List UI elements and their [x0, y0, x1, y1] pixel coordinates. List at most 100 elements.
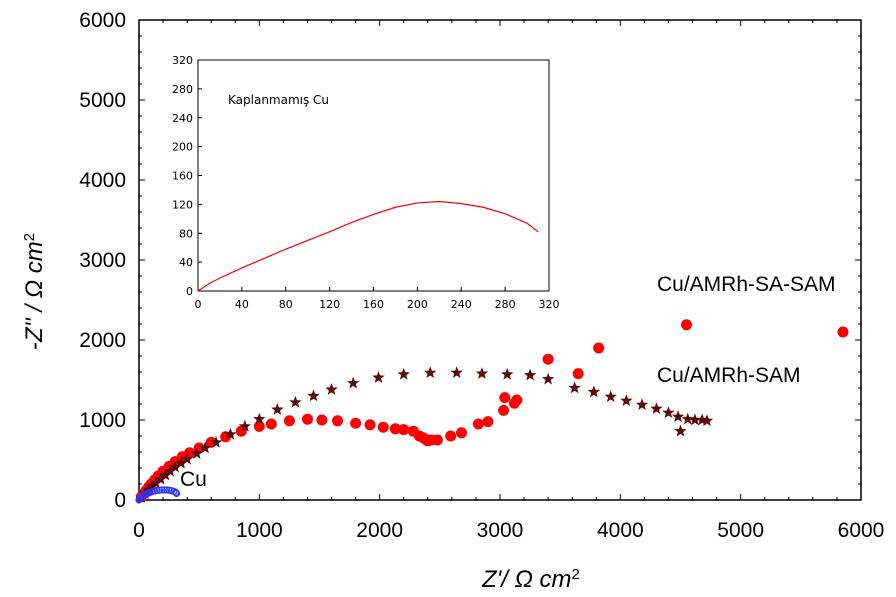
inset-title: Kaplanmamış Cu — [228, 93, 329, 107]
data-point-sam — [397, 367, 410, 380]
inset-series-line — [197, 200, 539, 292]
data-point-sa-sam — [301, 413, 313, 425]
inset-x-tick-label: 120 — [319, 298, 340, 311]
y-tick-label: 4000 — [79, 169, 126, 192]
data-point-sa-sam — [364, 419, 376, 431]
y-tick-label: 5000 — [79, 89, 126, 112]
x-tick-label: 0 — [133, 519, 145, 542]
y-tick-label: 6000 — [79, 9, 126, 32]
data-point-sam — [523, 368, 537, 381]
data-point-sam — [372, 371, 385, 383]
data-point-sa-sam — [445, 430, 457, 442]
data-point-sam — [501, 367, 514, 380]
data-point-cu — [172, 489, 181, 498]
inset-x-tick-label: 40 — [235, 298, 249, 311]
data-point-sam — [149, 476, 163, 489]
data-point-sam — [620, 394, 633, 407]
data-point-sa-sam — [316, 414, 328, 426]
data-point-sam — [475, 367, 489, 379]
data-point-sam — [674, 424, 687, 437]
data-point-cu — [155, 486, 164, 494]
data-point-sam — [289, 395, 302, 408]
data-point-sa-sam — [283, 415, 295, 427]
data-point-sa-sam — [511, 394, 523, 406]
data-point-sam — [650, 402, 663, 415]
inset-plot: 0 40 80 120 160 200 240 280 320 0 40 80 120 160 200 240… — [172, 54, 560, 311]
data-point-sam — [146, 479, 159, 492]
data-point-sam — [253, 412, 266, 425]
x-tick-label: 5000 — [717, 519, 764, 542]
inset-x-tick-label: 80 — [279, 298, 293, 311]
data-point-sa-sam — [398, 424, 410, 436]
data-point-sam — [199, 441, 212, 454]
inset-y-tick-label: 120 — [172, 198, 193, 211]
data-point-sa-sam — [681, 319, 693, 331]
inset-y-tick-label: 320 — [172, 54, 193, 67]
data-point-sa-sam — [253, 420, 265, 432]
inset-y-tick-label: 200 — [172, 141, 193, 154]
y-axis-title-prefix: - — [21, 342, 48, 350]
data-point-sa-sam — [593, 342, 605, 354]
y-tick-label: 3000 — [79, 249, 126, 272]
data-point-sa-sam — [389, 423, 401, 435]
data-point-sa-sam — [332, 415, 344, 427]
data-point-sam — [681, 412, 694, 425]
y-axis-title-main: Z'' / Ω cm — [21, 241, 48, 343]
inset-y-tick-label: 160 — [172, 170, 193, 183]
inset-y-tick-label: 80 — [179, 227, 193, 240]
inset-x-tick-label: 0 — [195, 298, 202, 311]
y-axis-title: -Z'' / Ω cm2 — [21, 233, 49, 350]
data-point-cu — [160, 486, 168, 494]
data-point-sa-sam — [572, 368, 584, 380]
data-point-sa-sam — [498, 404, 510, 416]
inset-frame — [197, 59, 550, 292]
x-tick-label: 6000 — [838, 519, 885, 542]
data-point-sa-sam — [377, 421, 389, 433]
x-tick-label: 4000 — [597, 519, 644, 542]
main-plot: 0 1000 2000 3000 4000 5000 6000010002000300040… — [79, 9, 884, 542]
x-tick-label: 2000 — [356, 519, 403, 542]
data-point-sam — [224, 427, 237, 440]
inset-y-tick-label: 280 — [172, 83, 193, 96]
y-axis-title-sup: 2 — [21, 233, 38, 241]
inset-x-tick-label: 320 — [539, 298, 560, 311]
data-point-sa-sam — [455, 427, 467, 439]
data-point-sam — [190, 447, 203, 459]
data-point-sam — [271, 403, 284, 415]
data-point-sam — [347, 376, 360, 389]
inset-x-tick-label: 240 — [451, 298, 472, 311]
inset-x-tick-label: 200 — [407, 298, 428, 311]
data-point-sam — [325, 383, 338, 395]
y-tick-label: 2000 — [79, 329, 126, 352]
data-point-sam — [159, 468, 172, 481]
data-point-sa-sam — [472, 418, 484, 430]
data-point-sam — [209, 435, 223, 448]
data-point-sa-sam — [350, 417, 362, 429]
inset-y-tick-label: 0 — [186, 285, 193, 298]
data-point-cu — [163, 486, 171, 494]
data-point-sam — [662, 406, 675, 419]
data-point-sam — [168, 460, 182, 473]
data-point-sa-sam — [542, 353, 554, 365]
x-axis-title-sup: 2 — [572, 566, 580, 583]
annotation-cu: Cu — [180, 468, 207, 491]
data-point-sam — [700, 414, 714, 427]
data-point-sam — [568, 381, 581, 394]
data-point-sam — [604, 390, 617, 403]
y-tick-label: 0 — [114, 489, 126, 512]
x-tick-label: 3000 — [477, 519, 524, 542]
data-point-cu — [172, 488, 180, 496]
data-point-cu — [153, 486, 161, 495]
annotation-sam: Cu/AMRh-SAM — [657, 364, 801, 387]
data-point-sa-sam — [837, 326, 849, 338]
data-point-sam — [424, 366, 437, 379]
data-point-sam — [307, 389, 320, 402]
data-point-sam — [635, 398, 649, 411]
inset-x-tick-label: 160 — [363, 298, 384, 311]
annotation-sa-sam: Cu/AMRh-SA-SAM — [657, 273, 836, 296]
data-point-sa-sam — [499, 392, 511, 404]
x-tick-label: 1000 — [236, 519, 283, 542]
x-axis-title-main: Z'/ Ω cm — [481, 566, 572, 593]
inset-y-tick-label: 40 — [179, 256, 193, 269]
